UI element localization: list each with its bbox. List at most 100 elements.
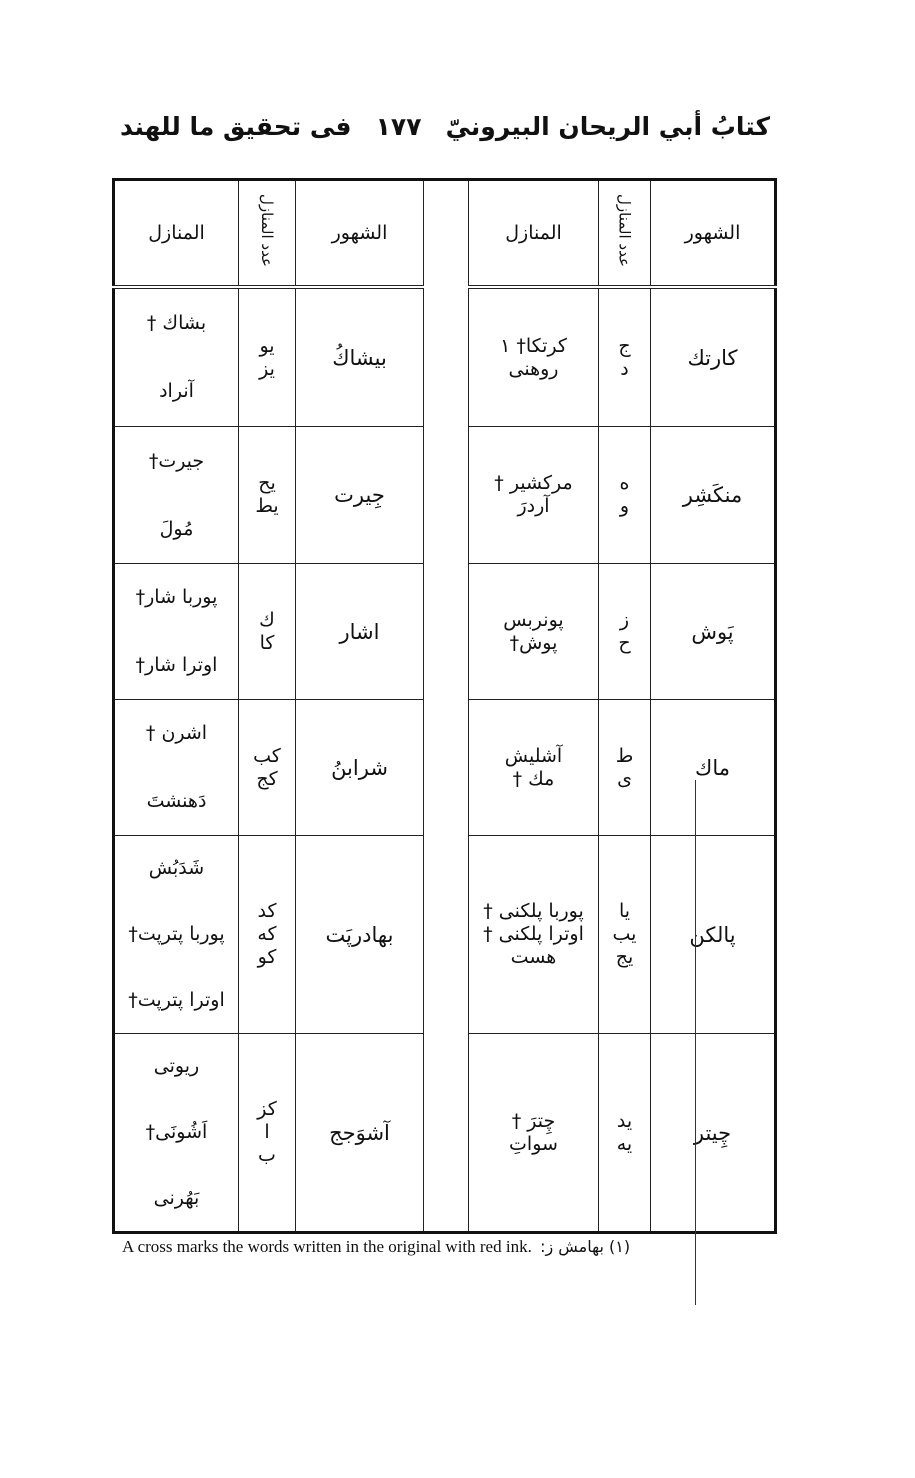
station-name: هست — [510, 945, 557, 968]
station-name: اوترا شار† — [135, 653, 218, 676]
running-head-title: كتابُ أبي الريحان البيرونيّ — [445, 112, 770, 141]
month-cell: آشوَجج — [295, 1033, 424, 1233]
header-row: المنازل عدد المنازل الشهور المنازل عدد ا… — [113, 179, 776, 289]
count-cell: يد يه — [598, 1033, 651, 1233]
station-count: و — [619, 495, 630, 517]
column-header-months: الشهور — [295, 179, 424, 289]
station-count: كج — [256, 767, 278, 790]
column-header-stations: المنازل — [113, 179, 239, 289]
month-cell: پالكن — [650, 835, 776, 1034]
station-count: كا — [259, 631, 275, 654]
station-count: كه — [257, 923, 277, 946]
column-header-months: الشهور — [650, 179, 776, 289]
footnote-text: A cross marks the words written in the o… — [122, 1237, 532, 1256]
gap-column — [423, 179, 469, 287]
station-name: پوربا شار† — [135, 586, 218, 609]
station-count: يط — [255, 495, 279, 517]
month-cell: پَوش — [650, 563, 776, 700]
station-count: د — [620, 357, 629, 380]
station-name: كرتكا† ١ — [500, 334, 567, 357]
station-count: ه — [619, 472, 630, 495]
station-count: يد — [616, 1109, 633, 1132]
station-count: ب — [258, 1143, 276, 1166]
table-row: شَدَبُش پوربا پترپت† اوترا پترپت† كد كه كو بها… — [113, 835, 776, 1034]
station-name: مركشير † — [494, 472, 573, 495]
scan-line-artifact — [695, 780, 696, 1305]
count-cell: ك كا — [238, 563, 296, 700]
station-count: كد — [257, 900, 277, 923]
station-name: روهنى — [508, 357, 559, 380]
month-cell: منكَشِر — [650, 426, 776, 564]
month-cell: شرابنُ — [295, 699, 424, 836]
stations-cell: مركشير † آردرَ — [468, 426, 599, 564]
stations-cell: اشرن † دَهنشتَ — [113, 699, 239, 836]
station-name: دَهنشتَ — [146, 789, 207, 812]
station-name: پوربا پترپت† — [128, 923, 225, 946]
station-name: شَدَبُش — [148, 857, 205, 880]
gap-column — [423, 699, 469, 836]
stations-cell: چِترَ † سواتِ — [468, 1033, 599, 1233]
station-name: بشاك † — [146, 311, 207, 334]
gap-column — [423, 287, 469, 427]
table-row: جيرت† مُولَ يح يط جِيرت مركشير † آردرَ ه و منكَشِ… — [113, 426, 776, 564]
station-name: پوش† — [509, 631, 558, 654]
station-name: پوربا پلكنى † — [483, 900, 584, 923]
month-cell: ماك — [650, 699, 776, 836]
station-count: ح — [618, 631, 631, 654]
station-name: چِترَ † — [511, 1109, 556, 1132]
footnote: A cross marks the words written in the o… — [122, 1237, 630, 1257]
count-cell: يح يط — [238, 426, 296, 564]
count-cell: يو يز — [238, 286, 296, 427]
month-cell: كارتك — [650, 286, 776, 427]
station-count: ى — [617, 767, 632, 790]
month-cell: بيشاكُ — [295, 286, 424, 427]
station-count: يج — [615, 945, 634, 968]
stations-cell: جيرت† مُولَ — [113, 426, 239, 564]
stations-cell: شَدَبُش پوربا پترپت† اوترا پترپت† — [113, 835, 239, 1034]
station-count: كز — [257, 1098, 277, 1121]
station-count: كو — [257, 945, 277, 968]
station-name: اَشُونَى† — [145, 1121, 208, 1144]
station-name: سواتِ — [509, 1132, 558, 1155]
month-cell: جِيرت — [295, 426, 424, 564]
running-head: فى تحقيق ما للهند ١٧٧ كتابُ أبي الريحان … — [120, 112, 770, 141]
station-name: اوترا پلكنى † — [483, 923, 584, 946]
table-row: اشرن † دَهنشتَ كب كج شرابنُ آشليش مك † ط ى ماك — [113, 699, 776, 836]
table-row: ريوتى اَشُونَى† بَهُرنى كز ا ب آشوَجج چِترَ † سو… — [113, 1033, 776, 1233]
station-count: يز — [259, 357, 275, 380]
table-row: پوربا شار† اوترا شار† ك كا اشار پونربس پوش† ز ح پ… — [113, 563, 776, 700]
station-count: يا — [618, 900, 631, 923]
count-cell: كب كج — [238, 699, 296, 836]
stations-cell: بشاك † آنراد — [113, 286, 239, 427]
page-number: ١٧٧ — [375, 112, 422, 141]
stations-cell: پونربس پوش† — [468, 563, 599, 700]
station-name: ريوتى — [153, 1055, 200, 1078]
station-count: ط — [615, 744, 634, 767]
station-count: ج — [618, 334, 631, 357]
station-name: جيرت† — [148, 449, 205, 472]
month-cell: چِيتر — [650, 1033, 776, 1233]
stations-cell: كرتكا† ١ روهنى — [468, 286, 599, 427]
station-name: پونربس — [503, 608, 564, 631]
table-row: بشاك † آنراد يو يز بيشاكُ كرتكا† ١ روهنى ج د كارت… — [113, 286, 776, 427]
footnote-marker: (١) بهامش ز: — [540, 1237, 631, 1256]
station-name: آنراد — [159, 380, 194, 403]
stations-cell: ريوتى اَشُونَى† بَهُرنى — [113, 1033, 239, 1233]
count-cell: يا يب يج — [598, 835, 651, 1034]
station-name: مُولَ — [159, 517, 194, 540]
column-header-stations: المنازل — [468, 179, 599, 289]
count-cell: كد كه كو — [238, 835, 296, 1034]
gap-column — [423, 835, 469, 1034]
count-cell: كز ا ب — [238, 1033, 296, 1233]
column-header-count: عدد المنازل — [238, 179, 296, 289]
gap-column — [423, 426, 469, 564]
stations-cell: پوربا پلكنى † اوترا پلكنى † هست — [468, 835, 599, 1034]
station-count: يب — [612, 923, 637, 946]
stations-cell: آشليش مك † — [468, 699, 599, 836]
lunar-stations-table: المنازل عدد المنازل الشهور المنازل عدد ا… — [112, 178, 777, 1234]
station-name: مك † — [512, 767, 555, 790]
station-name: اشرن † — [145, 722, 208, 745]
